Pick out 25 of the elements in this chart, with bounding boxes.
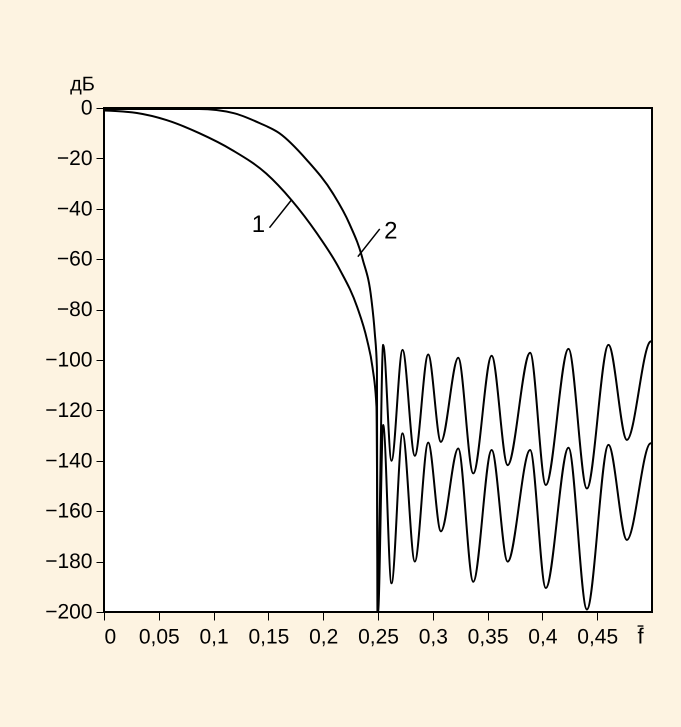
y-tick-label: −80: [56, 298, 92, 322]
x-tick-label: 0,15: [248, 626, 290, 648]
y-tick-label: −100: [45, 348, 92, 372]
annotation: 2: [384, 217, 398, 244]
x-axis-title: f̄: [638, 624, 644, 648]
y-tick-label: −200: [45, 600, 92, 624]
y-tick-label: −160: [45, 500, 92, 523]
y-tick-label: −40: [56, 197, 92, 220]
y-tick-label: 0: [80, 96, 92, 120]
x-tick-label: 0,2: [309, 626, 338, 648]
x-tick-label: 0,4: [528, 626, 558, 648]
x-tick-label: 0,1: [200, 626, 229, 648]
x-tick-label: 0,35: [468, 626, 509, 648]
y-tick-label: −60: [56, 248, 92, 271]
y-axis-title: дБ: [70, 74, 95, 96]
x-tick-label: 0,05: [138, 626, 180, 648]
x-tick-label: 0,3: [418, 626, 448, 648]
annotation: 1: [252, 211, 266, 238]
x-tick-label: 0,45: [577, 626, 618, 648]
y-tick-label: −120: [45, 398, 92, 422]
y-tick-label: −20: [56, 146, 92, 170]
x-tick-label: 0,25: [358, 626, 399, 648]
y-tick-label: −140: [45, 449, 92, 472]
y-tick-label: −180: [45, 550, 92, 574]
x-tick-label: 0: [104, 626, 116, 648]
